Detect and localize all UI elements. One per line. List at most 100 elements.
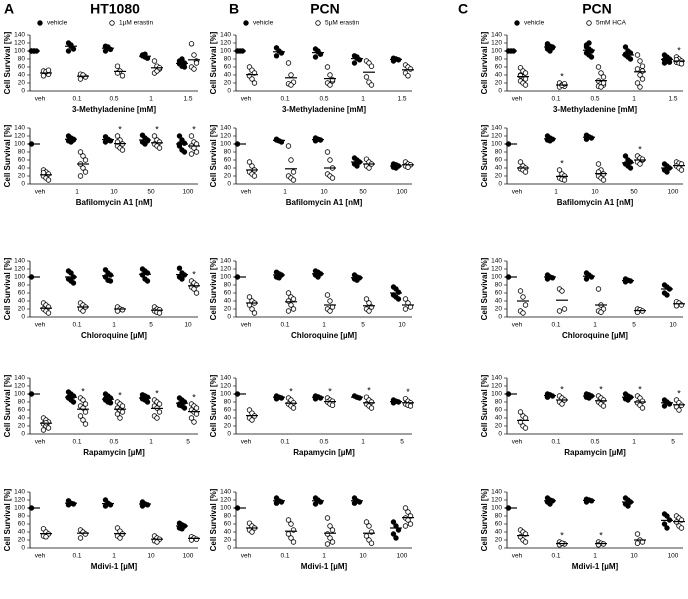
y-tick-label: 100 <box>14 274 25 281</box>
data-point <box>351 500 358 506</box>
data-point <box>285 290 292 296</box>
data-point <box>176 265 183 271</box>
data-point <box>625 397 631 403</box>
x-tick-label: veh <box>241 439 252 446</box>
data-point <box>639 405 646 411</box>
legend-label: vehicle <box>47 20 68 27</box>
y-tick-label: 20 <box>224 173 232 180</box>
data-point <box>114 411 121 417</box>
data-point <box>664 292 670 298</box>
data-point <box>77 413 84 419</box>
x-tick-label: 0.1 <box>72 439 81 446</box>
y-tick-label: 140 <box>491 258 502 265</box>
data-point <box>634 531 641 537</box>
y-tick-label: 0 <box>498 545 502 552</box>
y-tick-label: 20 <box>18 306 26 313</box>
data-point <box>249 417 255 423</box>
data-point <box>324 64 331 70</box>
data-point <box>156 310 163 316</box>
y-tick-label: 120 <box>220 383 231 390</box>
data-point <box>637 84 643 90</box>
y-tick-label: 0 <box>227 431 231 438</box>
data-point <box>80 153 86 159</box>
y-tick-label: 100 <box>220 505 231 512</box>
significance-marker: * <box>81 386 85 396</box>
y-tick-label: 0 <box>227 314 231 321</box>
data-point <box>80 397 86 403</box>
data-point <box>407 403 414 409</box>
y-tick-label: 40 <box>224 165 232 172</box>
data-point <box>583 44 590 50</box>
data-point <box>188 41 195 47</box>
data-point <box>639 76 646 82</box>
data-point <box>82 157 89 163</box>
data-point <box>637 58 643 64</box>
y-tick-label: 80 <box>495 282 503 289</box>
column-title: PCN <box>582 1 612 17</box>
significance-marker: * <box>192 392 196 402</box>
data-point <box>288 535 294 541</box>
y-tick-label: 120 <box>14 40 25 47</box>
y-tick-label: 140 <box>14 32 25 39</box>
y-tick-label: 100 <box>491 505 502 512</box>
data-point <box>80 308 86 314</box>
data-point <box>600 74 607 80</box>
data-point <box>144 138 151 144</box>
data-point <box>522 415 529 421</box>
data-point <box>102 503 109 509</box>
y-tick-label: 80 <box>495 56 503 63</box>
data-point <box>556 308 563 314</box>
y-tick-label: 0 <box>21 88 25 95</box>
data-point <box>661 60 668 66</box>
y-tick-label: 40 <box>18 415 26 422</box>
data-point <box>324 149 331 155</box>
data-point <box>366 165 372 171</box>
legend-marker <box>109 20 115 26</box>
data-point <box>329 402 336 408</box>
data-point <box>156 409 163 415</box>
data-point <box>393 535 399 541</box>
x-tick-label: veh <box>35 96 46 103</box>
data-point <box>405 73 411 79</box>
x-tick-label: veh <box>241 189 252 196</box>
data-point <box>65 48 72 54</box>
data-point <box>405 509 411 515</box>
y-tick-label: 120 <box>220 40 231 47</box>
data-point <box>181 149 188 155</box>
data-point <box>327 523 333 529</box>
x-tick-label: 1 <box>149 439 153 446</box>
data-point <box>327 157 333 163</box>
data-point <box>176 133 183 139</box>
data-point <box>290 296 297 302</box>
data-point <box>285 517 292 523</box>
y-tick-label: 60 <box>18 157 26 164</box>
y-tick-label: 80 <box>224 149 232 156</box>
y-tick-label: 140 <box>220 489 231 496</box>
data-point <box>191 66 197 72</box>
data-point <box>639 156 646 162</box>
data-point <box>193 290 200 296</box>
data-point <box>191 52 197 58</box>
y-tick-label: 140 <box>220 375 231 382</box>
y-tick-label: 120 <box>491 40 502 47</box>
data-point <box>598 70 604 76</box>
y-tick-label: 100 <box>491 274 502 281</box>
data-point <box>82 169 89 175</box>
x-tick-label: 100 <box>183 189 194 196</box>
data-point <box>188 133 195 139</box>
data-point <box>522 70 529 76</box>
y-tick-label: 80 <box>495 513 503 520</box>
legend-label: 5mM HCA <box>596 20 627 27</box>
data-point <box>634 52 641 58</box>
data-point <box>639 63 646 69</box>
data-point <box>45 425 52 431</box>
x-tick-label: 50 <box>359 189 367 196</box>
y-tick-label: 40 <box>224 298 232 305</box>
y-tick-label: 140 <box>14 258 25 265</box>
x-tick-label: veh <box>512 553 523 560</box>
x-tick-label: 5 <box>361 322 365 329</box>
significance-marker: * <box>367 386 371 396</box>
data-point <box>45 67 52 73</box>
